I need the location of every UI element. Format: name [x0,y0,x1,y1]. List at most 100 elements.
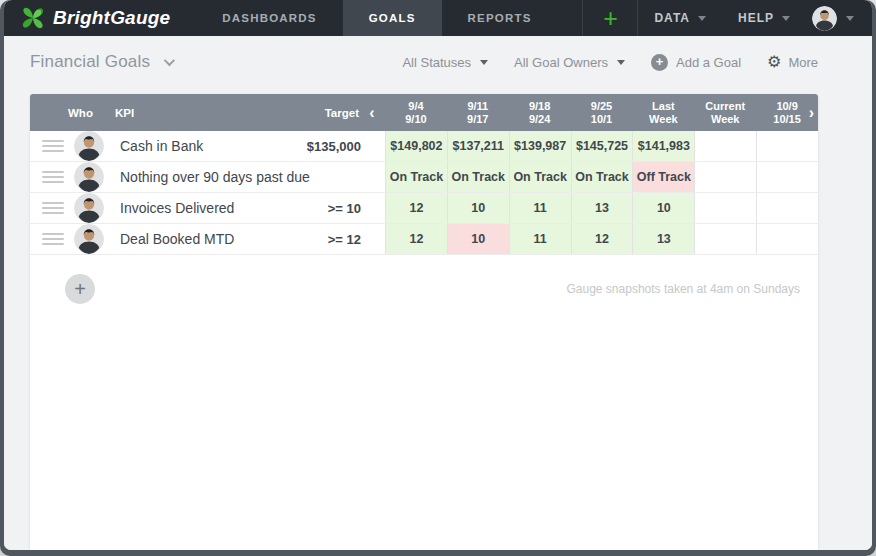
kpi-name[interactable]: Cash in Bank [120,138,203,154]
table-row: Nothing over 90 days past dueOn TrackOn … [30,162,818,193]
week-column-header: 9/49/10 [385,94,447,131]
column-header-kpi: KPI [115,107,134,119]
goal-cell[interactable] [694,224,756,254]
chevron-down-icon [480,60,488,65]
week-column-header: CurrentWeek [694,94,756,131]
kpi-name[interactable]: Invoices Delivered [120,200,234,216]
row-left-section: Cash in Bank $135,000 [30,131,385,161]
window-inner: BrightGauge DASHBOARDSGOALSREPORTS + DAT… [4,0,872,550]
chevron-down-icon [617,60,625,65]
avatar [74,224,104,254]
quick-add-button[interactable]: + [583,0,637,36]
goals-sheet: Who KPI Target ‹ 9/49/109/119/179/189/24… [30,94,818,550]
table-header-left: Who KPI Target ‹ [30,94,385,131]
week-column-headers: 9/49/109/119/179/189/249/2510/1LastWeekC… [385,94,818,131]
drag-handle-icon[interactable] [42,171,64,183]
add-kpi-button[interactable]: + [65,274,95,304]
nav-right: + DATA HELP [582,0,872,36]
goal-cell[interactable]: On Track [447,162,509,192]
avatar [812,6,837,31]
help-menu[interactable]: HELP [722,0,806,36]
add-goal-label: Add a Goal [676,55,741,70]
goal-cell[interactable]: 10 [447,193,509,223]
target-value: >= 12 [328,232,385,247]
column-header-target: Target [325,107,359,119]
goal-cell[interactable]: 12 [385,193,447,223]
brand[interactable]: BrightGauge [4,0,196,36]
nav-tab-goals[interactable]: GOALS [343,0,442,36]
drag-handle-icon[interactable] [42,233,64,245]
goal-cell[interactable]: On Track [385,162,447,192]
goal-cell[interactable]: $139,987 [509,131,571,161]
brightgauge-logo-icon [20,5,46,31]
target-value: $135,000 [307,139,385,154]
table-row: Invoices Delivered>= 101210111310 [30,193,818,224]
table-body: Cash in Bank $135,000$149,802$137,211$139… [30,131,818,255]
week-column-header: 9/189/24 [509,94,571,131]
nav-tab-dashboards[interactable]: DASHBOARDS [196,0,342,36]
goal-cell[interactable]: 11 [509,193,571,223]
prev-weeks-button[interactable]: ‹ [359,105,385,121]
toolbar: Financial Goals All Statuses All Goal Ow… [4,36,872,88]
goal-cell[interactable]: $145,725 [571,131,633,161]
chevron-down-icon [698,16,706,21]
next-weeks-button[interactable]: › [809,105,814,121]
kpi-name[interactable]: Deal Booked MTD [120,231,234,247]
row-left-section: Deal Booked MTD >= 12 [30,224,385,254]
add-goal-button[interactable]: + Add a Goal [651,54,741,71]
table-row: Cash in Bank $135,000$149,802$137,211$139… [30,131,818,162]
table-row: Deal Booked MTD>= 121210111213 [30,224,818,255]
brand-name: BrightGauge [53,7,170,29]
goal-cell[interactable]: 10 [447,224,509,254]
avatar [74,131,104,161]
goal-cell[interactable] [694,131,756,161]
data-menu[interactable]: DATA [638,0,722,36]
goal-cell[interactable]: 13 [571,193,633,223]
goal-cell[interactable]: 11 [509,224,571,254]
goal-cell[interactable] [756,162,818,192]
goal-cell[interactable]: $141,983 [632,131,694,161]
goal-cell[interactable]: Off Track [632,162,694,192]
row-cells: $149,802$137,211$139,987$145,725$141,983 [385,131,818,161]
page-title: Financial Goals [30,52,150,72]
help-menu-label: HELP [738,11,774,25]
avatar [74,193,104,223]
row-left-section: Invoices Delivered>= 10 [30,193,385,223]
row-left-section: Nothing over 90 days past due [30,162,385,192]
user-menu[interactable] [806,0,872,36]
more-button[interactable]: ⚙ More [767,54,818,70]
goal-cell[interactable] [756,131,818,161]
owner-filter-dropdown[interactable]: All Goal Owners [514,55,625,70]
drag-handle-icon[interactable] [42,202,64,214]
app-window: BrightGauge DASHBOARDSGOALSREPORTS + DAT… [0,0,876,556]
table-header: Who KPI Target ‹ 9/49/109/119/179/189/24… [30,94,818,131]
kpi-name[interactable]: Nothing over 90 days past due [120,169,310,185]
week-column-header: LastWeek [632,94,694,131]
owner-filter-label: All Goal Owners [514,55,608,70]
drag-handle-icon[interactable] [42,140,64,152]
goal-cell[interactable] [756,193,818,223]
goal-cell[interactable]: On Track [571,162,633,192]
status-filter-label: All Statuses [402,55,471,70]
column-header-who: Who [68,107,93,119]
avatar [74,162,104,192]
title-chevron-down-icon[interactable] [164,55,175,66]
goal-cell[interactable]: $149,802 [385,131,447,161]
nav-tab-reports[interactable]: REPORTS [442,0,558,36]
toolbar-actions: All Statuses All Goal Owners + Add a Goa… [402,54,818,71]
goal-cell[interactable]: 13 [632,224,694,254]
goal-cell[interactable]: 12 [571,224,633,254]
goal-cell[interactable] [756,224,818,254]
goal-cell[interactable]: On Track [509,162,571,192]
goal-cell[interactable]: 10 [632,193,694,223]
content-area: Who KPI Target ‹ 9/49/109/119/179/189/24… [4,88,872,550]
row-cells: 1210111213 [385,224,818,254]
goal-cell[interactable] [694,193,756,223]
top-nav: BrightGauge DASHBOARDSGOALSREPORTS + DAT… [4,0,872,36]
goal-cell[interactable]: $137,211 [447,131,509,161]
more-label: More [788,55,818,70]
goal-cell[interactable] [694,162,756,192]
status-filter-dropdown[interactable]: All Statuses [402,55,488,70]
gear-icon: ⚙ [767,54,781,70]
goal-cell[interactable]: 12 [385,224,447,254]
